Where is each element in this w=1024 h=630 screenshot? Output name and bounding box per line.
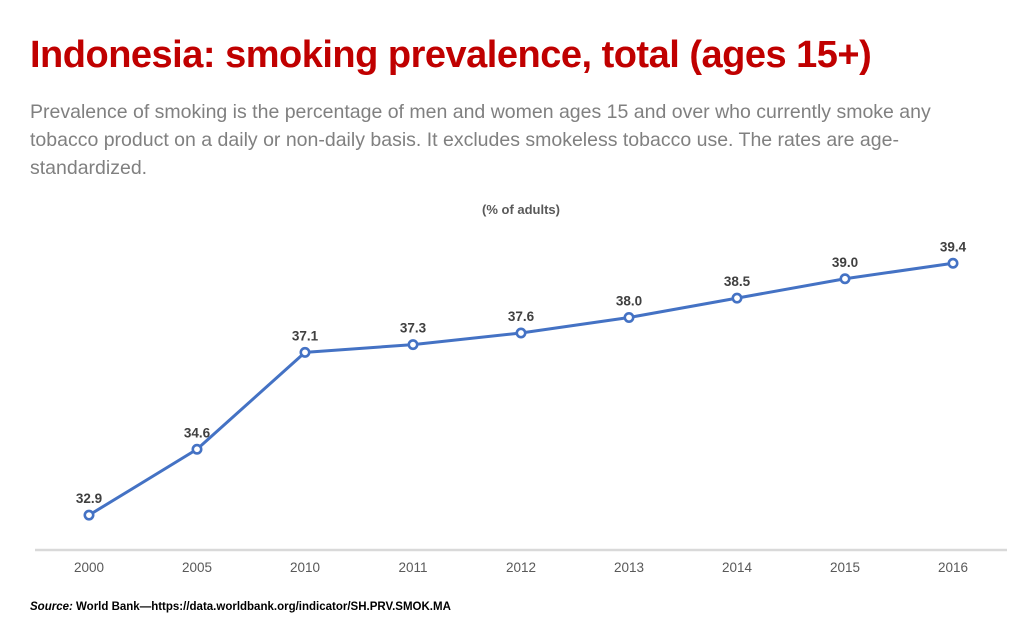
source-line: Source: World Bank—https://data.worldban… (30, 601, 451, 613)
data-point-marker (839, 273, 851, 285)
data-point-marker (515, 327, 527, 339)
series-line (87, 261, 955, 517)
page-subtitle: Prevalence of smoking is the percentage … (30, 101, 931, 179)
data-point-marker (191, 443, 203, 455)
page-title: Indonesia: smoking prevalence, total (ag… (30, 34, 872, 76)
source-text: World Bank—https://data.worldbank.org/in… (72, 601, 451, 613)
data-label: 37.1 (292, 328, 319, 343)
data-point-marker (299, 346, 311, 358)
data-point-marker (83, 509, 95, 521)
data-label: 34.6 (184, 425, 211, 440)
data-point-marker (623, 311, 635, 323)
data-point-marker (731, 292, 743, 304)
x-axis-tick-label: 2010 (290, 560, 320, 575)
data-label: 32.9 (76, 491, 102, 506)
data-label: 39.4 (940, 239, 967, 254)
data-label: 38.5 (724, 274, 751, 289)
chart-title: (% of adults) (482, 202, 560, 217)
x-axis-tick-label: 2015 (830, 560, 860, 575)
x-axis-tick-label: 2014 (722, 560, 753, 575)
data-label: 38.0 (616, 294, 642, 309)
x-axis-tick-label: 2005 (182, 560, 212, 575)
x-axis-tick-label: 2000 (74, 560, 104, 575)
data-point-marker (947, 257, 959, 269)
x-axis-tick-label: 2012 (506, 560, 536, 575)
x-axis-tick-label: 2016 (938, 560, 968, 575)
x-axis-tick-label: 2013 (614, 560, 644, 575)
x-axis-tick-label: 2011 (398, 560, 427, 575)
data-label: 37.3 (400, 321, 427, 336)
data-label: 39.0 (832, 255, 858, 270)
data-label: 37.6 (508, 309, 535, 324)
data-point-marker (407, 339, 419, 351)
source-prefix: Source: (30, 601, 73, 613)
